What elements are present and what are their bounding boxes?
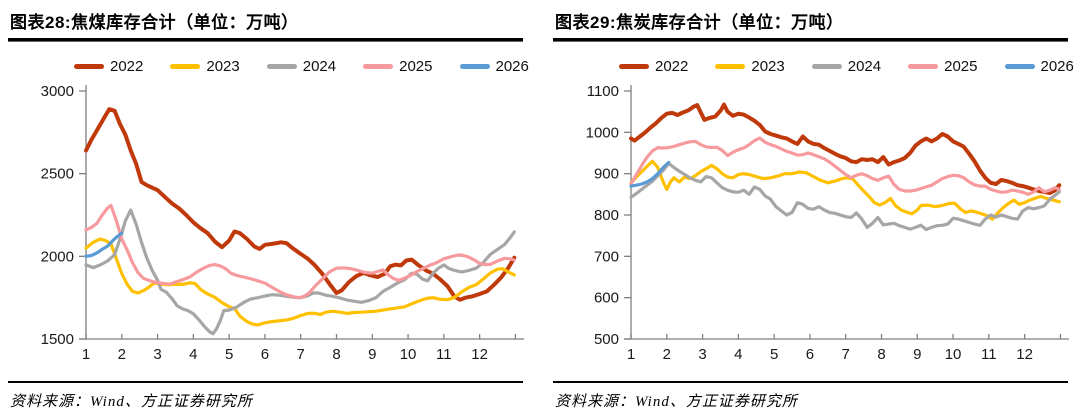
svg-text:1: 1 [627,346,635,363]
legend-swatch-2022 [74,64,104,69]
legend-swatch-2026 [1004,64,1035,69]
legend-label: 2026 [495,58,529,75]
legend-item-2024: 2024 [266,58,337,75]
legend-label: 2023 [751,58,785,75]
legend-swatch-2025 [908,64,939,69]
legend-item-2022: 2022 [619,58,688,75]
coking-coal-legend: 2022 2023 2024 2025 2026 [74,58,529,75]
svg-text:500: 500 [594,331,619,348]
legend-label: 2022 [110,58,144,75]
svg-text:8: 8 [332,346,340,363]
svg-text:11: 11 [436,346,452,363]
coke-chart-title: 图表29:焦炭库存合计（单位：万吨） [555,13,844,32]
svg-text:10: 10 [400,346,417,363]
legend-swatch-2022 [619,64,649,69]
footer-rule [8,381,523,383]
title-rule [8,38,523,42]
legend-label: 2025 [399,58,433,75]
svg-text:800: 800 [594,207,619,224]
svg-text:1500: 1500 [41,331,74,348]
legend-label: 2025 [944,58,978,75]
legend-item-2026: 2026 [459,58,529,75]
svg-text:12: 12 [1016,346,1033,363]
legend-item-2025: 2025 [908,58,978,75]
svg-text:900: 900 [594,166,619,183]
source-note: 资料来源：Wind、方正证券研究所 [555,394,798,410]
legend-label: 2023 [206,58,240,75]
svg-text:700: 700 [594,248,619,265]
legend-swatch-2026 [459,64,490,69]
legend-label: 2026 [1040,58,1074,75]
svg-text:5: 5 [770,346,778,363]
legend-item-2023: 2023 [715,58,785,75]
legend-swatch-2024 [811,64,842,69]
legend-swatch-2025 [363,64,394,69]
svg-text:2000: 2000 [41,248,74,265]
svg-text:6: 6 [806,346,814,363]
svg-text:8: 8 [877,346,885,363]
svg-text:4: 4 [734,346,742,363]
svg-text:2: 2 [663,346,671,363]
legend-item-2025: 2025 [363,58,433,75]
coking-coal-chart-title: 图表28:焦煤库存合计（单位：万吨） [10,13,299,32]
svg-text:600: 600 [594,290,619,307]
coke-legend: 2022 2023 2024 2025 2026 [619,58,1074,75]
legend-item-2024: 2024 [811,58,882,75]
footer-rule [553,381,1068,383]
legend-label: 2022 [655,58,689,75]
coking-coal-chart-panel: 图表28:焦煤库存合计（单位：万吨） 2022 2023 2024 2025 2026 … [8,5,529,411]
svg-text:3: 3 [698,346,706,363]
svg-text:4: 4 [189,346,197,363]
svg-text:9: 9 [368,346,376,363]
svg-text:7: 7 [842,346,850,363]
legend-label: 2024 [302,58,337,75]
legend-item-2026: 2026 [1004,58,1074,75]
svg-text:2: 2 [118,346,126,363]
svg-text:9: 9 [913,346,921,363]
coke-chart-panel: 图表29:焦炭库存合计（单位：万吨） 2022 2023 2024 2025 2026 … [553,5,1074,411]
legend-swatch-2023 [170,64,201,69]
source-note: 资料来源：Wind、方正证券研究所 [10,394,253,410]
svg-text:12: 12 [471,346,488,363]
svg-text:7: 7 [297,346,305,363]
title-rule [553,38,1068,42]
legend-label: 2024 [847,58,882,75]
svg-text:1: 1 [82,346,90,363]
legend-swatch-2024 [266,64,297,69]
legend-item-2023: 2023 [170,58,240,75]
svg-text:11: 11 [981,346,997,363]
svg-text:6: 6 [261,346,269,363]
svg-text:2500: 2500 [41,166,74,183]
svg-text:1100: 1100 [587,83,619,100]
svg-text:5: 5 [225,346,233,363]
svg-text:3: 3 [153,346,161,363]
svg-text:10: 10 [945,346,962,363]
report-figure-row: 图表28:焦煤库存合计（单位：万吨） 2022 2023 2024 2025 2026 … [8,5,1074,411]
legend-item-2022: 2022 [74,58,143,75]
svg-text:1000: 1000 [586,124,619,141]
svg-text:3000: 3000 [41,83,74,100]
legend-swatch-2023 [715,64,746,69]
